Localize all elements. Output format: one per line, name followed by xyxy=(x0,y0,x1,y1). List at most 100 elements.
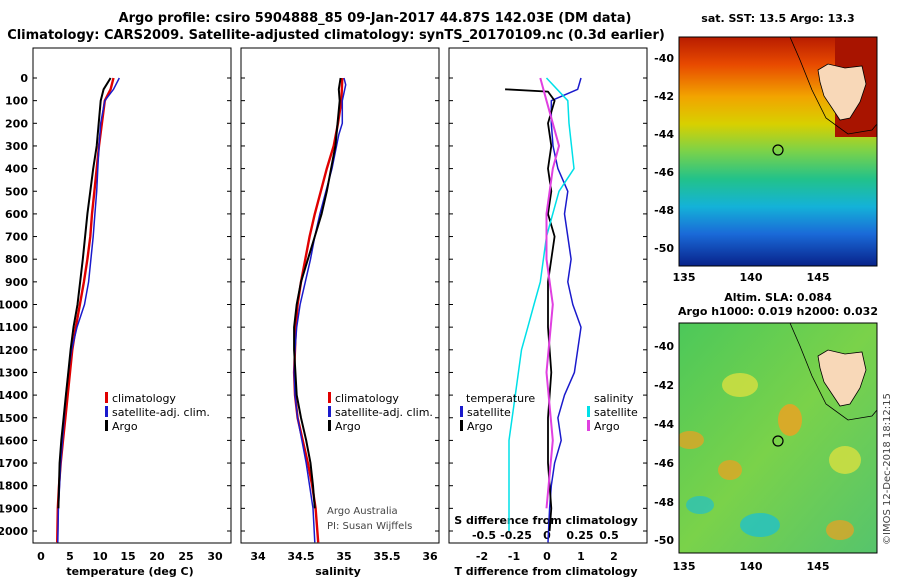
depth-tick-label: 1100 xyxy=(0,321,28,334)
sla-lon-tick: 140 xyxy=(740,560,763,573)
temp-xtick: 0 xyxy=(37,550,45,563)
sdiff-tick: 0.5 xyxy=(599,529,619,542)
legend-swatch-climatology xyxy=(328,392,331,403)
sdiff-tick: 0.25 xyxy=(566,529,593,542)
depth-tick-label: 1600 xyxy=(0,434,28,447)
sla-map-title2: Argo h1000: 0.019 h2000: 0.032 xyxy=(678,305,878,318)
legend-label: satellite-adj. clim. xyxy=(112,406,210,419)
figure-title-line2: Climatology: CARS2009. Satellite-adjuste… xyxy=(7,28,665,43)
sst-lat-tick: -42 xyxy=(654,90,674,103)
figure-title-line1: Argo profile: csiro 5904888_85 09-Jan-20… xyxy=(119,11,632,26)
sla-anomaly xyxy=(679,431,704,449)
argo-location-marker xyxy=(772,435,784,447)
depth-tick-label: 1200 xyxy=(0,344,28,357)
legend-title-salinity: salinity xyxy=(594,392,634,405)
temperature-profile-satellite-adj-clim--line xyxy=(57,77,120,543)
argo-australia-note: Argo Australia xyxy=(327,506,398,517)
legend-swatch-t-satellite xyxy=(460,406,463,417)
depth-tick-label: 1400 xyxy=(0,389,28,402)
temp-xtick: 20 xyxy=(149,550,165,563)
sdiff-tick: 0 xyxy=(543,529,551,542)
salinity-x-ticks: 34 34.5 35 35.5 36 xyxy=(250,550,438,563)
tasmania-land xyxy=(817,349,867,407)
depth-tick-label: 1800 xyxy=(0,480,28,493)
depth-tick-label: 700 xyxy=(5,231,28,244)
depth-tick-label: 600 xyxy=(5,208,28,221)
sla-lat-tick: -42 xyxy=(654,379,674,392)
sla-anomaly xyxy=(778,404,802,436)
sst-lon-tick: 140 xyxy=(740,271,763,284)
s-difference-ticks: -0.5 -0.25 0 0.25 0.5 xyxy=(472,529,619,542)
legend-label: Argo xyxy=(335,420,361,433)
sst-lat-tick: -46 xyxy=(654,166,674,179)
legend-swatch-t-argo xyxy=(460,420,463,431)
sdiff-tick: -0.5 xyxy=(472,529,496,542)
sla-lon-ticks: 135 140 145 xyxy=(673,560,830,573)
depth-tick-label: 1000 xyxy=(0,299,28,312)
difference-from-climatology-s-argo-line xyxy=(539,77,560,509)
imos-credit: ©IMOS 12-Dec-2018 18:12:15 xyxy=(882,393,893,545)
sal-xtick: 34.5 xyxy=(287,550,314,563)
sst-lon-tick: 135 xyxy=(673,271,696,284)
temperature-x-ticks: 0 5 10 15 20 25 30 xyxy=(37,550,223,563)
sst-lat-tick: -50 xyxy=(654,242,674,255)
difference-xlabel: T difference from climatology xyxy=(454,565,637,578)
salinity-legend: climatology satellite-adj. clim. Argo xyxy=(328,392,433,433)
sla-lat-tick: -48 xyxy=(654,496,674,509)
depth-tick-label: 1500 xyxy=(0,412,28,425)
tdiff-xtick: 0 xyxy=(543,550,551,563)
temperature-profile-argo-line xyxy=(57,77,112,509)
legend-swatch-s-argo xyxy=(587,420,590,431)
tdiff-xtick: -2 xyxy=(476,550,488,563)
temp-xtick: 10 xyxy=(92,550,108,563)
salinity-xlabel: salinity xyxy=(315,565,361,578)
difference-from-climatology-s-satellite-line xyxy=(508,77,575,531)
sst-lat-tick: -48 xyxy=(654,204,674,217)
depth-tick-label: 200 xyxy=(5,117,28,130)
legend-label: Argo xyxy=(467,420,493,433)
depth-axis: 0 100 200 300 400 500 600 700 800 900 1000 1100 1200… xyxy=(0,72,28,538)
tdiff-xtick: -1 xyxy=(508,550,520,563)
sal-xtick: 34 xyxy=(250,550,266,563)
sdiff-tick: -0.25 xyxy=(500,529,532,542)
pi-note: PI: Susan Wijffels xyxy=(327,521,412,532)
tdiff-xtick: 1 xyxy=(577,550,585,563)
depth-tick-label: 100 xyxy=(5,95,28,108)
sla-lat-tick: -46 xyxy=(654,457,674,470)
depth-tick-label: 300 xyxy=(5,140,28,153)
tasmania-land xyxy=(817,63,867,121)
temp-xtick: 15 xyxy=(120,550,135,563)
salinity-panel-frame xyxy=(240,47,440,544)
sla-lat-tick: -40 xyxy=(654,340,674,353)
legend-swatch-climatology xyxy=(105,392,108,403)
sal-xtick: 35.5 xyxy=(373,550,400,563)
difference-legend: temperature satellite Argo salinity sate… xyxy=(460,392,638,433)
depth-tick-label: 0 xyxy=(20,72,28,85)
depth-tick-label: 800 xyxy=(5,253,28,266)
legend-label: climatology xyxy=(112,392,176,405)
sla-lat-tick: -44 xyxy=(654,418,674,431)
legend-label: climatology xyxy=(335,392,399,405)
sst-lat-ticks: -40 -42 -44 -46 -48 -50 xyxy=(654,52,674,255)
sst-map xyxy=(679,37,877,266)
temperature-legend: climatology satellite-adj. clim. Argo xyxy=(105,392,210,433)
sla-anomaly xyxy=(740,513,780,537)
argo-location-marker xyxy=(772,144,784,156)
legend-label: Argo xyxy=(594,420,620,433)
depth-tick-label: 900 xyxy=(5,276,28,289)
sla-anomaly xyxy=(718,460,742,480)
difference-x-ticks: -2 -1 0 1 2 xyxy=(476,550,618,563)
legend-swatch-s-satellite xyxy=(587,406,590,417)
sst-map-frame xyxy=(678,36,878,267)
depth-tick-label: 1900 xyxy=(0,502,28,515)
difference-from-climatology-t-satellite-line xyxy=(547,77,582,543)
sst-lon-tick: 145 xyxy=(807,271,830,284)
depth-tick-label: 400 xyxy=(5,163,28,176)
legend-label: satellite-adj. clim. xyxy=(335,406,433,419)
sst-contour xyxy=(789,37,877,135)
temperature-xlabel: temperature (deg C) xyxy=(66,565,193,578)
legend-label: satellite xyxy=(467,406,511,419)
depth-tick-label: 1300 xyxy=(0,366,28,379)
legend-label: satellite xyxy=(594,406,638,419)
